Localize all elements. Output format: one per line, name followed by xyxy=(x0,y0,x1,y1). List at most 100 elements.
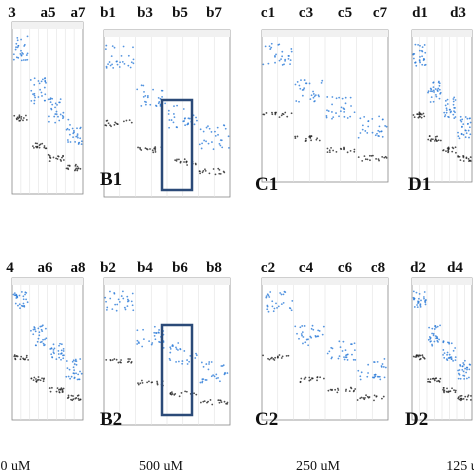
droplet xyxy=(171,345,174,347)
droplet xyxy=(421,46,424,49)
droplet xyxy=(200,361,203,364)
droplet xyxy=(218,172,221,175)
droplet xyxy=(217,133,219,136)
droplet xyxy=(105,300,107,303)
droplet xyxy=(47,153,50,156)
well-label: c3 xyxy=(299,5,313,21)
droplet xyxy=(442,149,444,152)
droplet xyxy=(203,139,206,142)
droplet xyxy=(449,108,451,111)
droplet xyxy=(377,158,380,161)
droplet xyxy=(438,97,441,100)
droplet xyxy=(57,350,60,352)
droplet xyxy=(430,88,433,91)
droplet xyxy=(195,352,197,355)
droplet xyxy=(214,173,217,176)
droplet xyxy=(449,356,452,359)
droplet xyxy=(367,125,370,128)
droplet xyxy=(20,38,22,41)
droplet xyxy=(109,359,112,362)
droplet xyxy=(447,115,449,118)
droplet xyxy=(421,354,424,357)
droplet xyxy=(22,302,25,305)
droplet xyxy=(310,94,313,97)
droplet xyxy=(353,342,356,345)
droplet xyxy=(186,164,189,166)
droplet xyxy=(468,376,470,379)
droplet xyxy=(113,46,116,49)
droplet xyxy=(202,365,205,368)
droplet xyxy=(205,363,208,365)
droplet xyxy=(199,401,202,404)
droplet xyxy=(32,146,35,149)
droplet xyxy=(73,377,76,380)
droplet xyxy=(466,395,469,398)
droplet xyxy=(321,333,324,336)
droplet xyxy=(33,94,36,97)
droplet xyxy=(412,57,415,60)
droplet xyxy=(214,130,216,133)
droplet xyxy=(223,400,226,403)
droplet xyxy=(36,142,39,145)
droplet xyxy=(20,59,23,62)
droplet xyxy=(137,341,140,343)
droplet xyxy=(349,149,352,152)
droplet xyxy=(117,361,120,364)
droplet xyxy=(74,164,77,167)
droplet xyxy=(375,158,377,160)
droplet xyxy=(373,374,376,376)
droplet xyxy=(149,148,151,150)
droplet xyxy=(109,290,111,293)
droplet xyxy=(266,304,269,307)
droplet xyxy=(131,304,134,307)
droplet xyxy=(186,363,189,365)
droplet xyxy=(464,136,467,139)
droplet xyxy=(330,346,333,349)
droplet xyxy=(349,386,352,389)
droplet xyxy=(321,79,324,82)
droplet xyxy=(26,58,29,61)
droplet xyxy=(111,45,114,48)
droplet xyxy=(326,109,328,112)
droplet xyxy=(149,103,152,106)
droplet xyxy=(14,48,17,51)
droplet xyxy=(281,355,284,358)
droplet xyxy=(424,303,427,306)
droplet xyxy=(421,356,424,358)
droplet xyxy=(458,369,461,371)
droplet xyxy=(210,361,213,363)
ddpcr-plot xyxy=(103,29,231,198)
droplet xyxy=(122,297,125,300)
droplet xyxy=(423,115,426,118)
concentration: 00 uM xyxy=(0,459,31,474)
droplet xyxy=(275,302,277,305)
droplet xyxy=(311,377,314,380)
droplet xyxy=(434,139,436,142)
droplet xyxy=(40,80,43,83)
droplet xyxy=(346,353,349,356)
droplet xyxy=(176,158,178,161)
droplet xyxy=(153,325,156,328)
droplet xyxy=(72,366,75,369)
droplet xyxy=(443,111,446,114)
droplet xyxy=(290,309,293,312)
droplet xyxy=(109,64,112,67)
droplet xyxy=(12,58,15,61)
droplet xyxy=(305,137,307,140)
droplet xyxy=(457,396,460,399)
droplet xyxy=(16,37,19,39)
droplet xyxy=(329,151,331,153)
droplet xyxy=(44,338,46,341)
droplet xyxy=(60,160,63,162)
droplet xyxy=(142,84,145,87)
droplet xyxy=(290,112,293,115)
droplet xyxy=(136,343,139,345)
droplet xyxy=(56,387,59,390)
droplet xyxy=(60,358,62,361)
droplet xyxy=(152,88,154,91)
droplet xyxy=(452,359,455,362)
droplet xyxy=(129,66,132,69)
droplet xyxy=(420,49,423,52)
droplet xyxy=(61,389,64,392)
droplet xyxy=(450,342,453,345)
